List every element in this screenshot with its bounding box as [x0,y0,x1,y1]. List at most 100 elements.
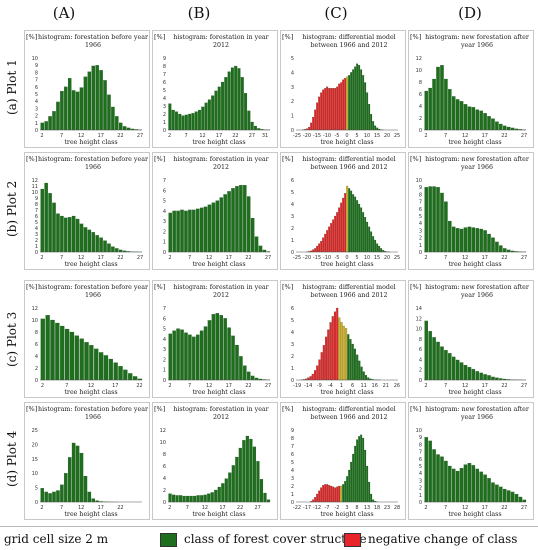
histogram-panel-4b: [%] histogram: forestation in year 2012 0 2 4… [152,402,278,520]
y-tick-label: 4 [419,221,422,227]
panel-frame [408,402,534,520]
histogram-bar [354,66,357,131]
x-tick-label: 27 [255,505,261,511]
histogram-bar [483,230,487,253]
chart-title-line: 1966 [85,42,101,49]
y-tick-label: 4 [419,471,422,477]
y-tick-label: 2 [291,354,294,360]
x-tick-label: 17 [112,383,118,389]
y-tick-label: 2 [163,488,166,494]
histogram-bar [372,121,375,131]
y-tick-label: 12 [416,56,422,62]
histogram-bar [188,334,192,381]
x-tick-label: 23 [384,505,390,511]
histogram-bar [463,365,468,381]
histogram-bar [326,230,329,253]
x-tick-label: 2 [40,505,43,511]
x-tick-label: 7 [444,255,447,261]
histogram-bar [444,350,448,381]
histogram-bar [75,218,80,253]
y-tick-label: 6 [419,457,422,463]
histogram-bar [499,486,503,503]
histogram-bar [499,245,503,253]
histogram-bar [322,485,325,503]
histogram-bar [378,245,381,253]
histogram-bar [115,248,119,253]
histogram-bar [52,202,56,253]
histogram-bar [313,370,317,381]
histogram-bar [192,209,196,253]
histogram-bar [348,188,351,253]
histogram-bar [325,336,328,381]
y-tick-label: 7 [35,78,38,84]
y-tick-label: 2 [419,486,422,492]
x-tick-label: -19 [293,383,301,389]
panel-frame [24,152,150,270]
y-tick-label: 5 [35,220,38,226]
chart-title-line: between 1966 and 2012 [310,42,387,49]
histogram-bar [103,240,107,253]
histogram-bar [243,185,247,253]
histogram-panel-1d: [%] histogram: new forestation after year … [408,30,534,148]
histogram-bar [196,495,200,503]
y-tick-label: 7 [163,178,166,184]
legend-swatch-green [160,533,177,547]
histogram-bar [245,435,249,503]
histogram-bar [171,494,176,503]
histogram-bar [428,186,432,253]
histogram-bar [56,490,60,503]
x-tick-label: 3 [345,505,348,511]
histogram-bar [118,122,123,131]
histogram-bar [69,331,75,381]
histogram-bar [215,313,220,381]
y-tick-label: 0 [163,250,166,256]
x-tick-label: 7 [185,133,188,139]
y-tick-label: 10 [416,68,422,74]
histogram-bar [479,372,483,381]
y-tick-label: 0 [419,378,422,384]
histogram-bar [184,210,188,253]
histogram-bar [350,461,353,503]
histogram-bar [459,468,464,503]
histogram-bar [189,495,193,503]
y-tick-label: 2 [419,236,422,242]
y-tick-label: 0 [291,500,294,506]
x-tick-label: 17 [219,505,225,511]
histogram-bar [74,335,79,381]
x-tick-label: 17 [98,133,104,139]
histogram-bar [178,113,182,131]
panel-frame [408,152,534,270]
histogram-bar [231,188,235,253]
x-tick-label: 17 [482,505,488,511]
y-tick-label: 6 [291,178,294,184]
y-tick-label: 0 [419,250,422,256]
x-tick-label: 12 [462,383,468,389]
histogram-bar [424,437,428,503]
y-axis-label: [%] [26,33,37,41]
x-tick-label: 27 [137,255,143,261]
histogram-bar [240,77,244,131]
chart-title-line: histogram: forestation before year [38,406,149,413]
x-tick-label: 7 [444,505,447,511]
x-tick-label: 22 [245,383,251,389]
chart-title-line: year 1966 [460,292,493,299]
histogram-panel-3d: [%] histogram: new forestation after year … [408,280,534,398]
chart-title-line: histogram: forestation in year [173,34,269,41]
histogram-bar [342,197,345,253]
histogram-bar [219,315,223,381]
histogram-bar [463,464,468,503]
histogram-bar [455,228,460,253]
histogram-bar [180,329,184,381]
y-tick-label: 9 [35,196,38,202]
histogram-bar [467,367,472,381]
histogram-bar [352,453,355,503]
y-tick-label: 4 [35,354,38,360]
x-tick-label: 7 [65,383,68,389]
chart-title-line: histogram: forestation before year [38,34,149,41]
histogram-bar [334,487,337,503]
histogram-bar [487,375,491,381]
x-tick-label: -2 [335,505,340,511]
histogram-bar [374,125,377,131]
histogram-bar [168,333,172,381]
histogram-bar [246,371,251,381]
